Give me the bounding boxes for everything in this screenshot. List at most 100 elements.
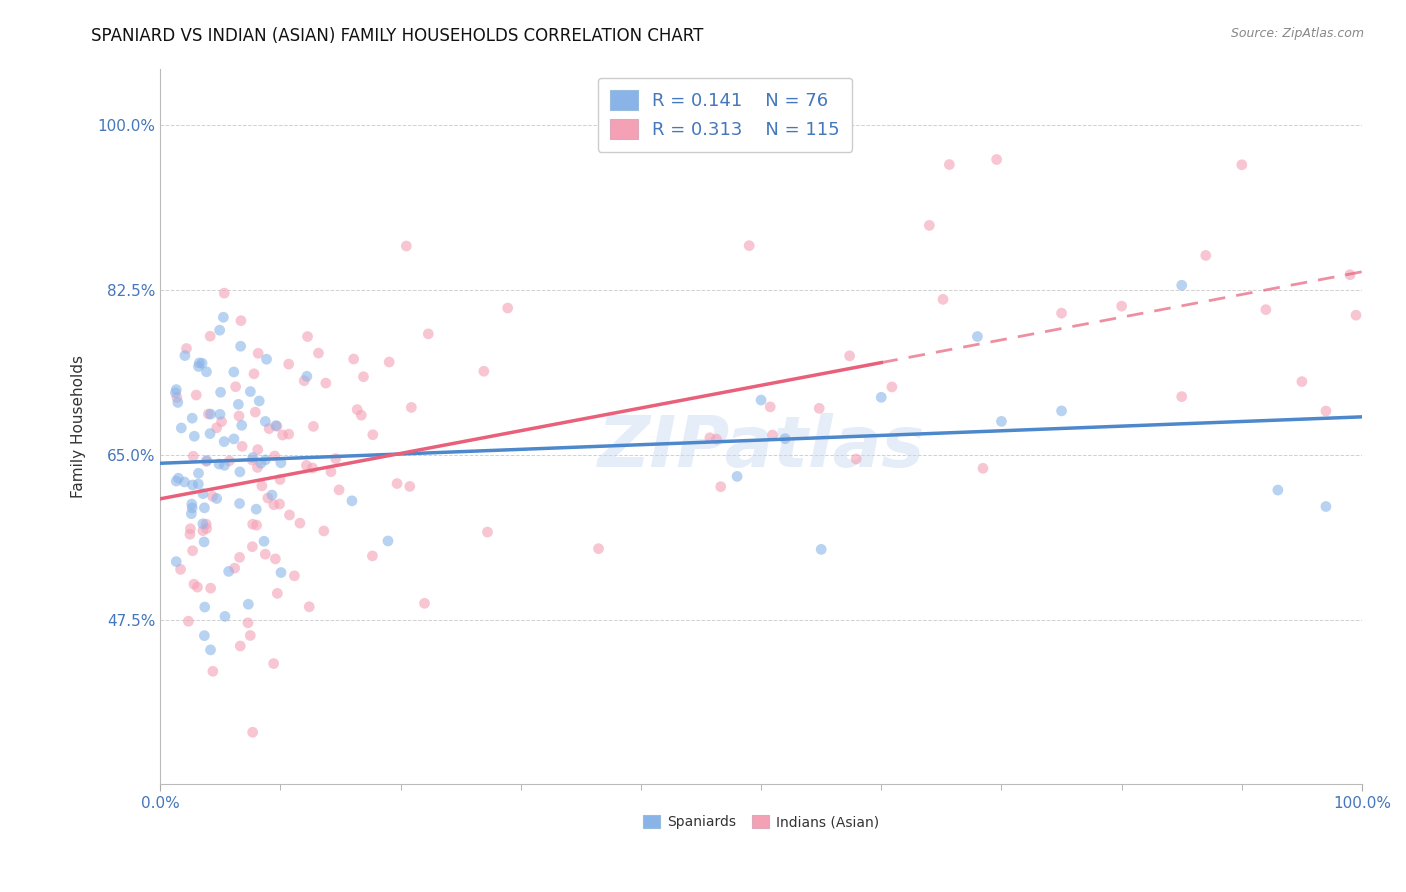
Point <box>966 329 988 343</box>
Point <box>271 428 294 442</box>
Text: Source: ZipAtlas.com: Source: ZipAtlas.com <box>1230 27 1364 40</box>
Point <box>972 461 994 475</box>
Point <box>277 357 299 371</box>
Point <box>170 421 193 435</box>
Point <box>378 355 401 369</box>
Point <box>166 391 188 405</box>
Point <box>845 452 868 467</box>
Point <box>208 407 231 421</box>
Point <box>181 449 204 463</box>
Point <box>193 629 215 643</box>
Point <box>208 457 231 471</box>
Legend: Spaniards, Indians (Asian): Spaniards, Indians (Asian) <box>637 810 884 835</box>
Point <box>198 426 221 441</box>
Point <box>201 665 224 679</box>
Point <box>183 429 205 443</box>
Point <box>195 453 218 467</box>
Point <box>243 367 266 381</box>
Point <box>302 419 325 434</box>
Point <box>706 432 728 446</box>
Point <box>250 479 273 493</box>
Point <box>212 286 235 301</box>
Point <box>225 380 247 394</box>
Point <box>242 517 264 532</box>
Point <box>200 581 222 595</box>
Point <box>218 565 240 579</box>
Point <box>759 400 782 414</box>
Point <box>239 628 262 642</box>
Point <box>254 547 277 561</box>
Point <box>186 388 208 402</box>
Point <box>228 397 250 411</box>
Point <box>838 349 860 363</box>
Point <box>214 609 236 624</box>
Point <box>932 293 955 307</box>
Point <box>496 301 519 315</box>
Point <box>247 394 270 409</box>
Point <box>183 577 205 591</box>
Point <box>1339 268 1361 282</box>
Point <box>738 238 761 252</box>
Point <box>165 385 187 400</box>
Point <box>238 597 260 611</box>
Point <box>328 483 350 497</box>
Point <box>288 516 311 530</box>
Point <box>269 497 291 511</box>
Point <box>195 517 218 532</box>
Point <box>319 465 342 479</box>
Point <box>245 405 267 419</box>
Point <box>236 615 259 630</box>
Point <box>250 456 273 470</box>
Point <box>398 479 420 493</box>
Point <box>187 477 209 491</box>
Point <box>242 725 264 739</box>
Point <box>211 415 233 429</box>
Point <box>1230 158 1253 172</box>
Point <box>346 402 368 417</box>
Point <box>277 427 299 442</box>
Point <box>200 643 222 657</box>
Point <box>1195 248 1218 262</box>
Point <box>177 614 200 628</box>
Point <box>176 342 198 356</box>
Point <box>191 524 214 538</box>
Point <box>264 418 287 433</box>
Point <box>1050 306 1073 320</box>
Point <box>254 414 277 428</box>
Point <box>353 369 375 384</box>
Point <box>266 586 288 600</box>
Point <box>938 157 960 171</box>
Point <box>810 542 832 557</box>
Point <box>209 385 232 400</box>
Point <box>224 561 246 575</box>
Point <box>278 508 301 522</box>
Point <box>179 527 201 541</box>
Point <box>256 352 278 367</box>
Point <box>194 600 217 615</box>
Point <box>245 502 267 516</box>
Point <box>167 471 190 485</box>
Point <box>340 493 363 508</box>
Point <box>312 524 335 538</box>
Point <box>1170 278 1192 293</box>
Point <box>418 326 440 341</box>
Point <box>173 475 195 489</box>
Point <box>246 442 269 457</box>
Point <box>245 518 267 533</box>
Point <box>918 219 941 233</box>
Point <box>343 352 366 367</box>
Point <box>198 329 221 343</box>
Point <box>165 383 187 397</box>
Point <box>205 421 228 435</box>
Point <box>191 516 214 531</box>
Point <box>1344 308 1367 322</box>
Point <box>301 461 323 475</box>
Point <box>208 323 231 337</box>
Point <box>193 535 215 549</box>
Point <box>377 533 399 548</box>
Point <box>195 522 218 536</box>
Point <box>880 380 903 394</box>
Point <box>477 525 499 540</box>
Point <box>191 486 214 500</box>
Point <box>247 346 270 360</box>
